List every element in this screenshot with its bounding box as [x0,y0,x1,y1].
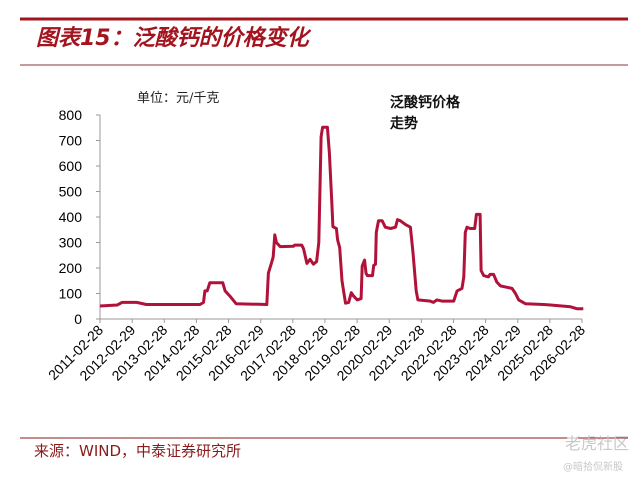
watermark-brand: 老虎社区 [565,434,629,453]
watermark-handle: @暗拾侃新股 [563,460,623,473]
source-note: 来源：WIND，中泰证券研究所 [34,442,241,460]
y-tick-label: 500 [59,184,83,200]
y-axis: 0 100 200 300 400 500 600 700 800 [59,107,101,327]
y-tick-label: 300 [59,235,83,251]
legend-label-line2: 走势 [390,115,418,132]
y-tick-label: 400 [59,209,83,225]
y-tick-label: 100 [59,286,83,302]
y-tick-label: 800 [59,107,83,123]
y-tick-label: 200 [59,260,83,276]
page-title: 图表15：泛酸钙的价格变化 [36,25,312,51]
legend-label-line1: 泛酸钙价格 [390,94,461,111]
y-tick-label: 600 [59,158,83,174]
x-axis: 2011-02-282012-02-292013-02-282014-02-28… [45,318,588,384]
series-line-calcium-pantothenate [99,125,584,311]
y-tick-label: 0 [74,311,82,327]
unit-label: 单位：元/千克 [137,91,219,106]
y-tick-label: 700 [59,133,83,149]
